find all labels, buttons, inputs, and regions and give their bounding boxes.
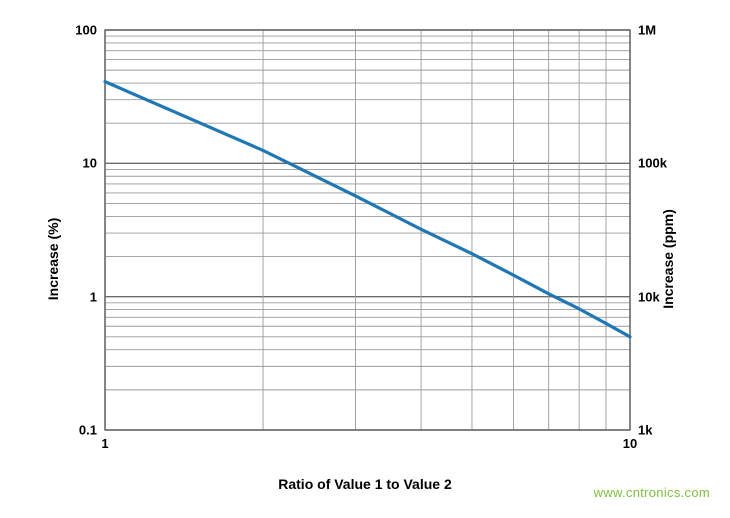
y-right-tick-10k: 10k [638, 289, 660, 304]
y-left-tick-10: 10 [83, 156, 97, 171]
x-tick-1: 1 [101, 436, 108, 451]
y-right-tick-100k: 100k [638, 156, 667, 171]
y-right-tick-1k: 1k [638, 423, 652, 438]
y-right-axis-label: Increase (ppm) [660, 209, 676, 309]
y-left-tick-100: 100 [75, 23, 97, 38]
chart-svg [0, 0, 730, 518]
watermark-text: www.cntronics.com [594, 485, 710, 500]
y-left-axis-label: Increase (%) [45, 218, 61, 300]
series-line [105, 82, 630, 337]
x-tick-10: 10 [623, 436, 637, 451]
y-left-tick-0.1: 0.1 [79, 423, 97, 438]
y-left-tick-1: 1 [90, 289, 97, 304]
y-right-tick-1M: 1M [638, 23, 656, 38]
chart-container: Increase (%) Increase (ppm) Ratio of Val… [0, 0, 730, 518]
